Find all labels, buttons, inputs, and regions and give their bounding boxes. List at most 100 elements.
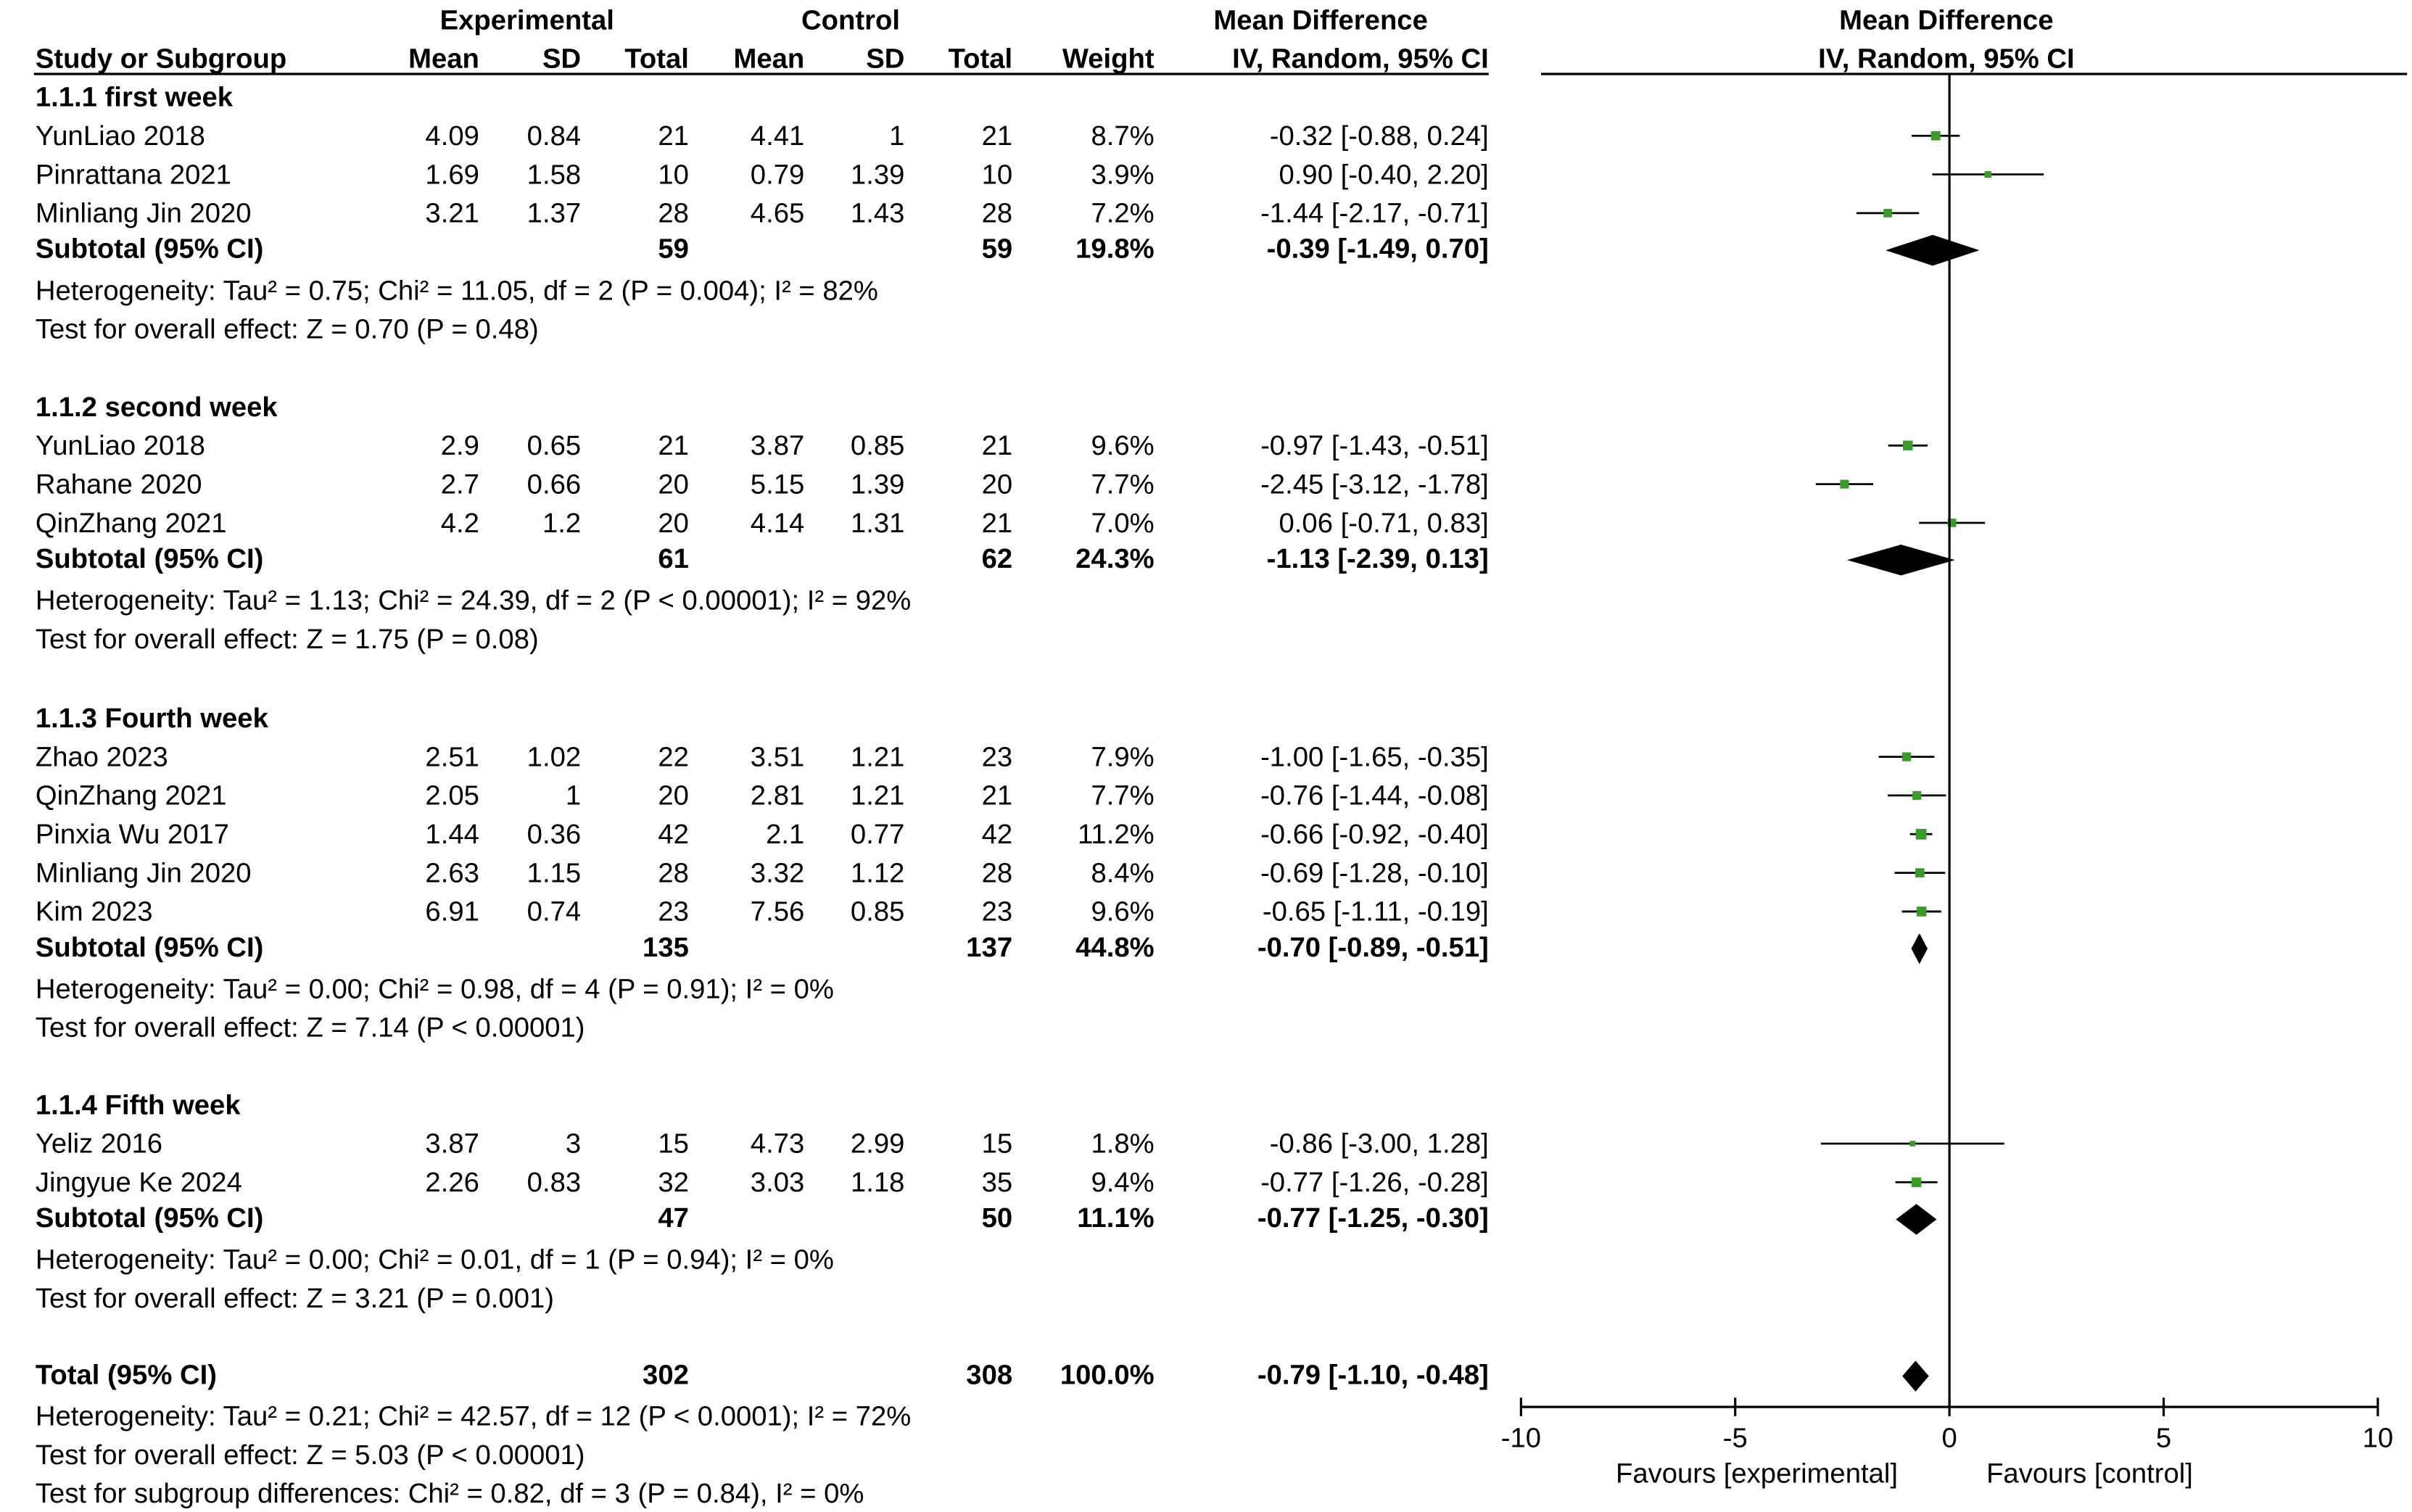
- ctrl-total: 15: [982, 1128, 1013, 1160]
- study-marker: [1916, 906, 1927, 917]
- subtotal-weight: 24.3%: [1075, 543, 1154, 574]
- study-name: Kim 2023: [36, 896, 153, 928]
- study-name: Jingyue Ke 2024: [36, 1167, 242, 1198]
- ctrl-mean: 3.51: [751, 741, 804, 772]
- ctrl-sd: 0.85: [851, 896, 904, 928]
- ctrl-sd: 1.18: [851, 1167, 904, 1198]
- ctrl-sd: 1.21: [851, 741, 904, 772]
- study-ci-text: 0.90 [-0.40, 2.20]: [1279, 159, 1489, 190]
- subgroup-title: 1.1.3 Fourth week: [36, 703, 269, 734]
- header-md-title: Mean Difference: [1213, 4, 1427, 36]
- exp-total: 42: [658, 819, 689, 850]
- subtotal-label: Subtotal (95% CI): [36, 1202, 264, 1234]
- total-ctrl-total: 308: [966, 1359, 1012, 1390]
- exp-total: 21: [658, 430, 689, 461]
- subgroup-overall-effect: Test for overall effect: Z = 0.70 (P = 0…: [36, 314, 539, 345]
- study-name: Rahane 2020: [36, 468, 202, 500]
- exp-total: 28: [658, 857, 689, 888]
- exp-sd: 0.36: [527, 819, 581, 850]
- total-exp-total: 302: [643, 1359, 689, 1390]
- study-ci-text: -0.86 [-3.00, 1.28]: [1270, 1128, 1489, 1160]
- study-weight: 7.2%: [1091, 198, 1154, 229]
- subtotal-weight: 11.1%: [1077, 1202, 1154, 1234]
- subtotal-exp-total: 135: [643, 932, 689, 963]
- subtotal-diamond: [1911, 933, 1928, 964]
- ctrl-mean: 4.14: [751, 508, 804, 539]
- ctrl-mean: 4.65: [751, 198, 804, 229]
- x-tick-label: 5: [2156, 1422, 2171, 1453]
- subgroup-title: 1.1.1 first week: [36, 82, 234, 113]
- ctrl-total: 42: [982, 819, 1013, 850]
- study-weight: 7.7%: [1091, 780, 1154, 811]
- header-e-total: Total: [624, 44, 689, 75]
- ctrl-mean: 2.1: [766, 819, 804, 850]
- study-marker: [1915, 828, 1927, 840]
- ctrl-sd: 1.31: [851, 508, 904, 539]
- subtotal-exp-total: 59: [658, 234, 689, 265]
- study-name: QinZhang 2021: [36, 780, 227, 811]
- exp-mean: 2.26: [425, 1167, 479, 1198]
- header-experimental: Experimental: [440, 4, 614, 36]
- study-ci-text: -0.69 [-1.28, -0.10]: [1260, 857, 1489, 888]
- subtotal-diamond: [1896, 1204, 1937, 1235]
- subtotal-diamond: [1846, 544, 1955, 576]
- study-marker: [1911, 1177, 1922, 1187]
- subtotal-weight: 19.8%: [1075, 234, 1154, 265]
- ctrl-mean: 4.73: [751, 1128, 804, 1160]
- exp-mean: 6.91: [425, 896, 479, 928]
- ctrl-sd: 0.85: [851, 430, 904, 461]
- subgroup-overall-effect: Test for overall effect: Z = 1.75 (P = 0…: [36, 624, 539, 655]
- ctrl-sd: 1.39: [851, 468, 904, 500]
- exp-total: 28: [658, 198, 689, 229]
- header-md-method: IV, Random, 95% CI: [1232, 44, 1489, 75]
- ctrl-total: 20: [982, 468, 1013, 500]
- favours-control: Favours [control]: [1986, 1458, 2193, 1489]
- exp-sd: 0.65: [527, 430, 581, 461]
- study-name: Pinrattana 2021: [36, 159, 231, 190]
- subgroup-title: 1.1.2 second week: [36, 392, 278, 423]
- ctrl-total: 21: [982, 780, 1013, 811]
- exp-mean: 3.87: [425, 1128, 479, 1160]
- subtotal-ctrl-total: 62: [982, 543, 1013, 574]
- ctrl-sd: 1: [889, 120, 904, 152]
- study-ci-text: -0.65 [-1.11, -0.19]: [1263, 896, 1489, 928]
- ctrl-total: 28: [982, 857, 1013, 888]
- subgroup-heterogeneity: Heterogeneity: Tau² = 0.00; Chi² = 0.01,…: [36, 1244, 834, 1276]
- exp-sd: 0.66: [527, 468, 581, 500]
- total-label: Total (95% CI): [36, 1359, 217, 1390]
- header-e-sd: SD: [542, 44, 581, 75]
- exp-mean: 2.51: [425, 741, 479, 772]
- study-weight: 1.8%: [1091, 1128, 1154, 1160]
- exp-mean: 1.69: [425, 159, 479, 190]
- total-diamond: [1902, 1360, 1929, 1392]
- study-name: Minliang Jin 2020: [36, 198, 252, 229]
- study-name: Zhao 2023: [36, 741, 168, 772]
- study-name: YunLiao 2018: [36, 120, 205, 152]
- ctrl-total: 35: [982, 1167, 1013, 1198]
- study-ci-text: -0.77 [-1.26, -0.28]: [1260, 1167, 1489, 1198]
- total-weight: 100.0%: [1060, 1359, 1155, 1390]
- exp-mean: 2.05: [425, 780, 479, 811]
- exp-total: 20: [658, 508, 689, 539]
- subtotal-ci-text: -0.39 [-1.49, 0.70]: [1267, 234, 1489, 265]
- study-marker: [1947, 519, 1957, 527]
- exp-mean: 1.44: [425, 819, 479, 850]
- exp-mean: 2.63: [425, 857, 479, 888]
- exp-sd: 1.2: [542, 508, 581, 539]
- subgroup-differences: Test for subgroup differences: Chi² = 0.…: [36, 1478, 864, 1509]
- header-plot-title: Mean Difference: [1839, 4, 2053, 36]
- exp-total: 20: [658, 468, 689, 500]
- exp-mean: 2.7: [441, 468, 479, 500]
- subgroup-heterogeneity: Heterogeneity: Tau² = 0.75; Chi² = 11.05…: [36, 275, 878, 306]
- study-marker: [1883, 209, 1892, 218]
- study-ci-text: -2.45 [-3.12, -1.78]: [1260, 468, 1489, 500]
- favours-experimental: Favours [experimental]: [1616, 1458, 1898, 1489]
- study-marker: [1984, 170, 1991, 178]
- study-name: Pinxia Wu 2017: [36, 819, 229, 850]
- subgroup-overall-effect: Test for overall effect: Z = 7.14 (P < 0…: [36, 1012, 585, 1044]
- subtotal-exp-total: 47: [658, 1202, 689, 1234]
- study-marker: [1909, 1141, 1916, 1147]
- subtotal-label: Subtotal (95% CI): [36, 234, 264, 265]
